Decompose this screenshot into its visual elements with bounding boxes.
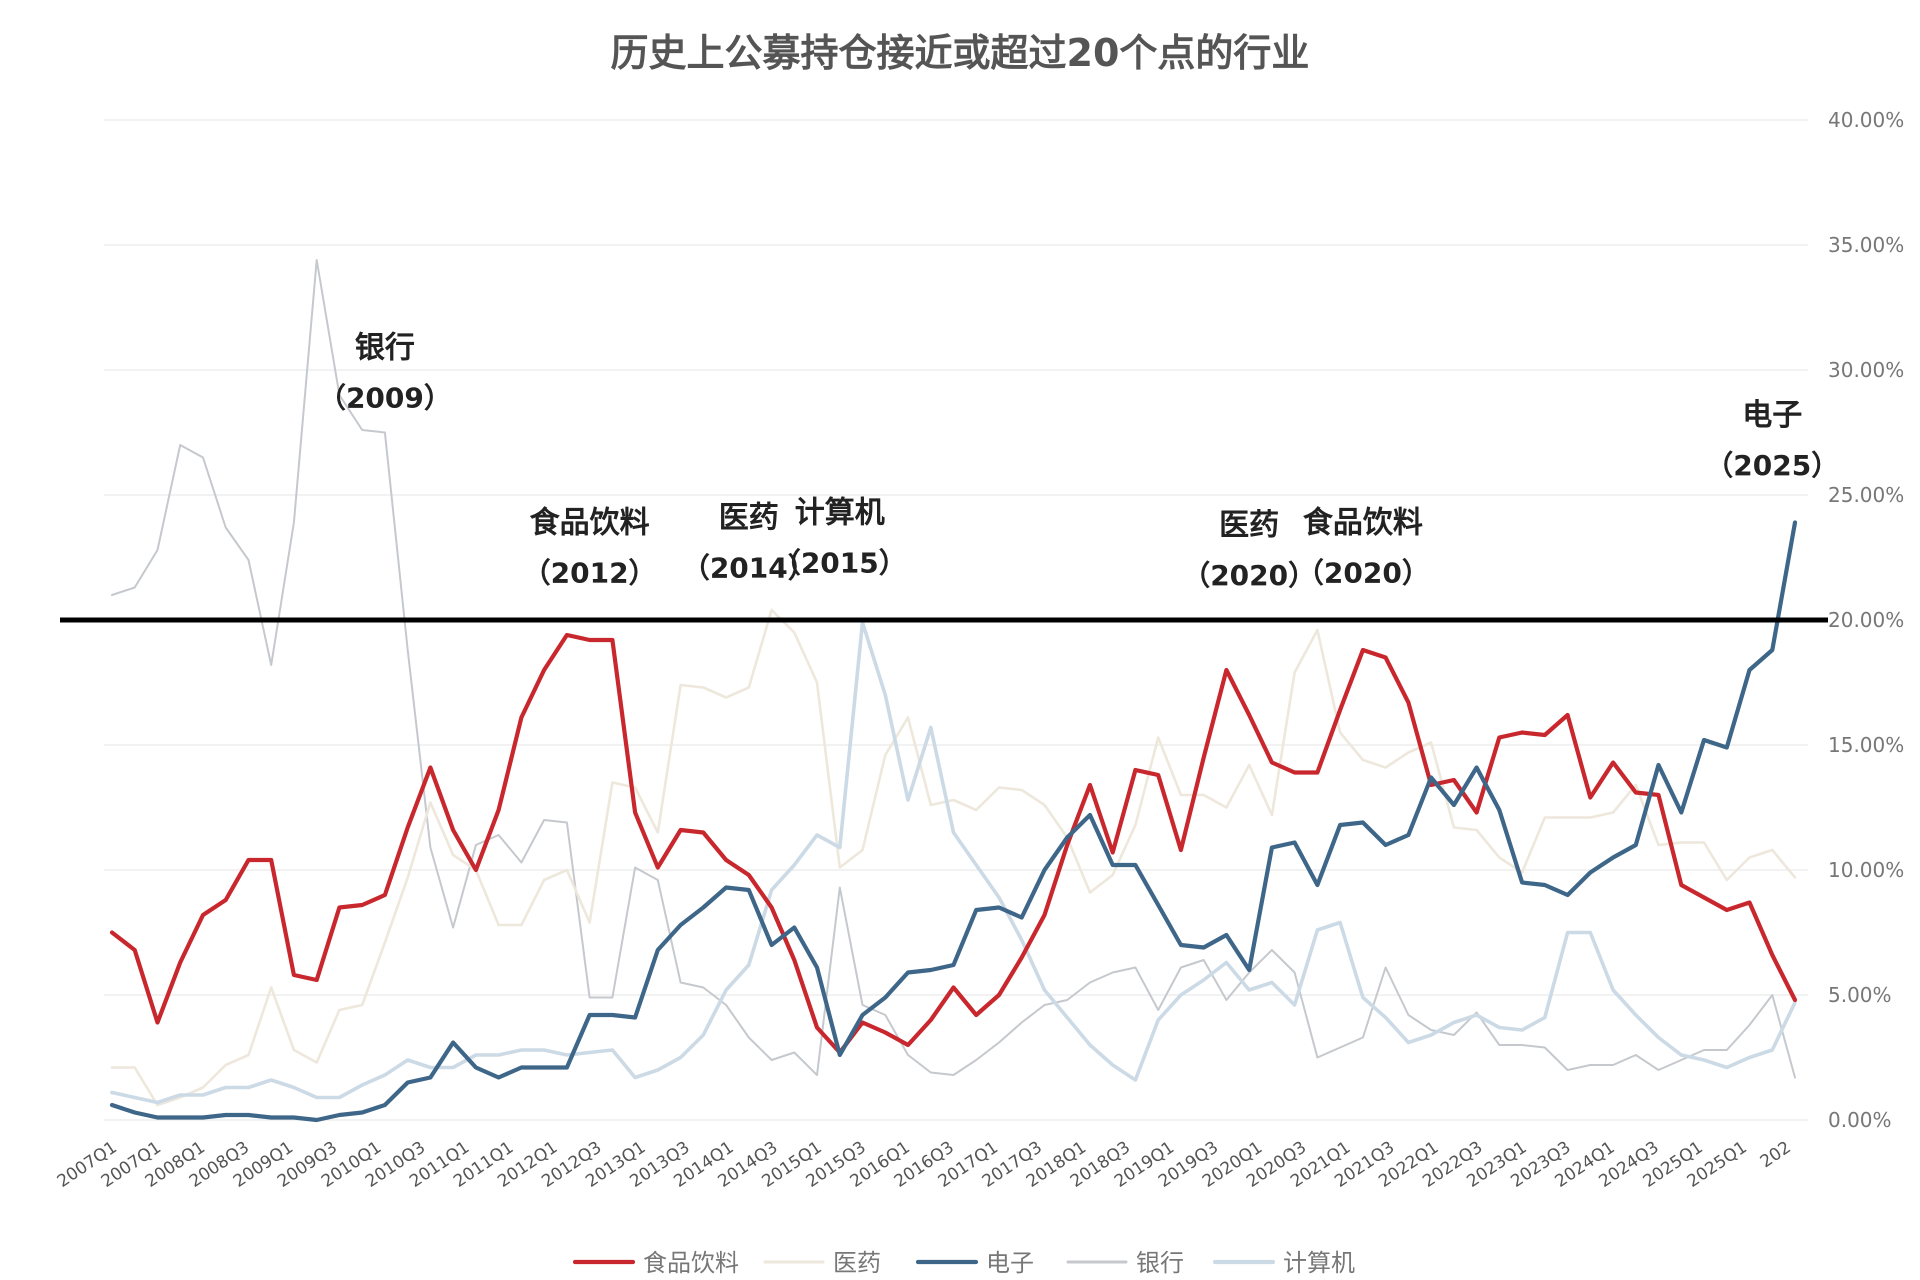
y-tick-label: 10.00% bbox=[1828, 858, 1904, 882]
series-line-2 bbox=[109, 520, 1798, 1123]
annotation-label: 医药 bbox=[719, 501, 779, 536]
chart-title: 历史上公募持仓接近或超过20个点的行业 bbox=[611, 31, 1310, 75]
series-line-3 bbox=[111, 259, 1796, 1079]
legend-label: 电子 bbox=[986, 1249, 1034, 1277]
y-tick-label: 25.00% bbox=[1828, 483, 1904, 507]
y-tick-label: 0.00% bbox=[1828, 1108, 1892, 1132]
annotation-year: （2020） bbox=[1296, 557, 1430, 590]
y-tick-label: 15.00% bbox=[1828, 733, 1904, 757]
annotation-label: 银行 bbox=[355, 331, 415, 366]
annotation-year: （2020） bbox=[1182, 559, 1316, 592]
x-axis-ticks: 2007Q12007Q12008Q12008Q32009Q12009Q32010… bbox=[54, 1138, 1795, 1192]
y-axis-ticks: 0.00% 5.00% 10.00% 15.00% 20.00% 25.00% 30.00%… bbox=[1828, 108, 1904, 1132]
legend-label: 医药 bbox=[833, 1249, 881, 1277]
y-tick-label: 35.00% bbox=[1828, 233, 1904, 257]
series-lines bbox=[109, 259, 1798, 1123]
annotation-label: 计算机 bbox=[795, 496, 885, 531]
series-line-0 bbox=[109, 632, 1798, 1055]
y-tick-label: 5.00% bbox=[1828, 983, 1892, 1007]
annotation-label: 食品饮料 bbox=[1303, 506, 1423, 541]
annotation-year: （2015） bbox=[773, 547, 907, 580]
annotation-label: 食品饮料 bbox=[530, 506, 650, 541]
legend: 食品饮料 医药 电子 银行 计算机 bbox=[572, 1249, 1355, 1277]
annotation-label: 医药 bbox=[1219, 508, 1279, 543]
series-line-1 bbox=[110, 608, 1797, 1107]
legend-label: 银行 bbox=[1136, 1249, 1184, 1277]
annotation-year: （2012） bbox=[523, 557, 657, 590]
annotation-year: （2009） bbox=[318, 382, 452, 415]
y-tick-label: 40.00% bbox=[1828, 108, 1904, 132]
legend-label: 食品饮料 bbox=[643, 1249, 739, 1277]
series-line-4 bbox=[110, 620, 1797, 1105]
annotation-label: 电子 bbox=[1742, 398, 1802, 433]
legend-label: 计算机 bbox=[1283, 1249, 1355, 1277]
y-tick-label: 20.00% bbox=[1828, 608, 1904, 632]
y-tick-label: 30.00% bbox=[1828, 358, 1904, 382]
annotations: 银行 （2009） 食品饮料 （2012） 医药 （2014） 计算机 （2015） 医药 （20… bbox=[318, 331, 1839, 593]
annotation-year: （2014） bbox=[682, 552, 816, 585]
annotation-year: （2025） bbox=[1705, 449, 1839, 482]
x-tick-label: 202 bbox=[1757, 1138, 1795, 1173]
